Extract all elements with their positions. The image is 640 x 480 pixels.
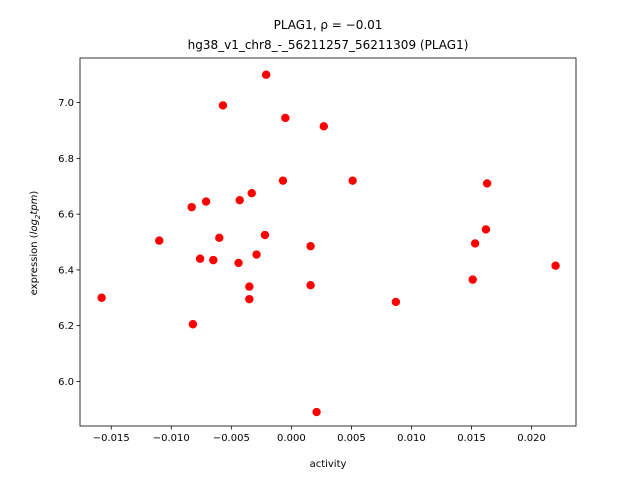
y-tick-label: 6.6 (58, 210, 74, 221)
x-tick-label: −0.005 (213, 433, 250, 444)
x-tick-label: 0.015 (457, 433, 486, 444)
data-points (97, 70, 560, 417)
data-point (261, 70, 271, 79)
y-tick-label: 6.0 (58, 377, 74, 388)
data-point (312, 407, 321, 417)
data-point (319, 122, 328, 131)
data-point (201, 197, 211, 206)
y-axis-label-prefix: expression ( (29, 234, 40, 295)
y-tick-label: 6.8 (58, 154, 74, 165)
y-axis-label-suffix: ) (29, 191, 40, 195)
x-axis-label: activity (310, 459, 347, 470)
data-point (348, 176, 357, 185)
x-tick-label: 0.010 (397, 433, 426, 444)
data-point (260, 230, 270, 240)
data-point (470, 239, 480, 248)
data-point (252, 250, 261, 259)
data-point (481, 225, 491, 234)
data-point (187, 202, 196, 212)
chart-title-line2: hg38_v1_chr8_-_56211257_56211309 (PLAG1) (188, 38, 469, 52)
plot-area: −0.015 −0.010 −0.005 0.000 0.005 0.010 0.015 0.… (58, 57, 577, 444)
data-point (188, 320, 198, 329)
data-point (245, 282, 254, 291)
data-point (155, 236, 164, 245)
data-point (278, 176, 288, 185)
chart-title-gene: PLAG1, (274, 18, 321, 32)
y-axis-label-sub: 2 (34, 214, 42, 219)
x-tick-label: 0.005 (337, 433, 366, 444)
data-point (391, 297, 401, 307)
x-tick-label: 0.000 (277, 433, 306, 444)
data-point (306, 241, 315, 251)
data-point (482, 179, 492, 188)
data-point (281, 113, 290, 123)
chart-title-line1: PLAG1, ρ = −0.01 (274, 18, 383, 32)
data-point (195, 254, 205, 263)
y-axis-label-log: log (29, 219, 40, 234)
x-tick-label: 0.020 (517, 433, 546, 444)
data-point (97, 293, 106, 302)
data-point (468, 275, 477, 284)
data-point (209, 255, 218, 265)
axes-frame (79, 57, 577, 427)
y-tick-label: 6.2 (58, 321, 74, 332)
data-point (551, 261, 560, 270)
chart-title-rho: ρ = −0.01 (320, 18, 382, 32)
data-point (245, 294, 254, 304)
y-tick-label: 6.4 (58, 265, 74, 276)
y-tick-label: 7.0 (58, 98, 74, 109)
y-axis-label-tpm: tpm (29, 194, 40, 214)
x-tick-label: −0.010 (153, 433, 190, 444)
y-axis-label: expression (log2tpm) (29, 191, 42, 296)
data-point (247, 189, 256, 198)
data-point (215, 233, 224, 243)
axis-ticks: −0.015 −0.010 −0.005 0.000 0.005 0.010 0.015 0.… (58, 98, 546, 444)
data-point (218, 101, 228, 110)
data-point (234, 258, 243, 268)
x-tick-label: −0.015 (93, 433, 130, 444)
data-point (235, 195, 244, 205)
data-point (306, 281, 315, 290)
